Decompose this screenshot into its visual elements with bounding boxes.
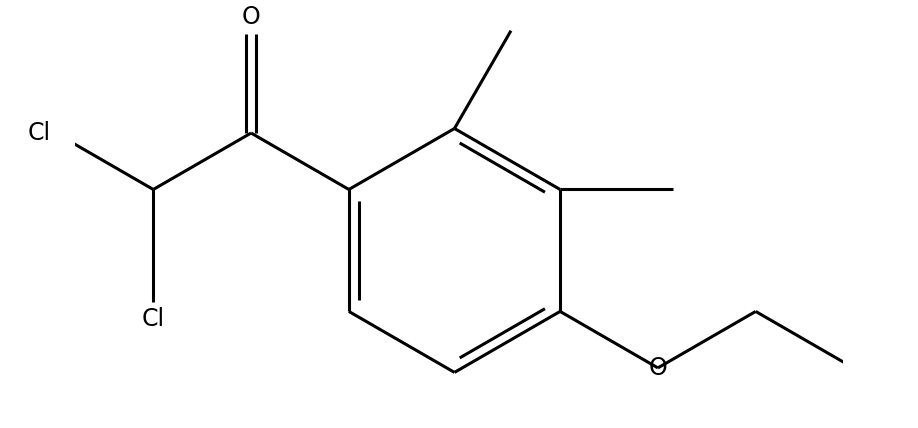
Text: Cl: Cl (28, 121, 51, 145)
Text: Cl: Cl (141, 307, 165, 331)
Text: O: O (241, 5, 261, 29)
Text: O: O (648, 356, 667, 380)
